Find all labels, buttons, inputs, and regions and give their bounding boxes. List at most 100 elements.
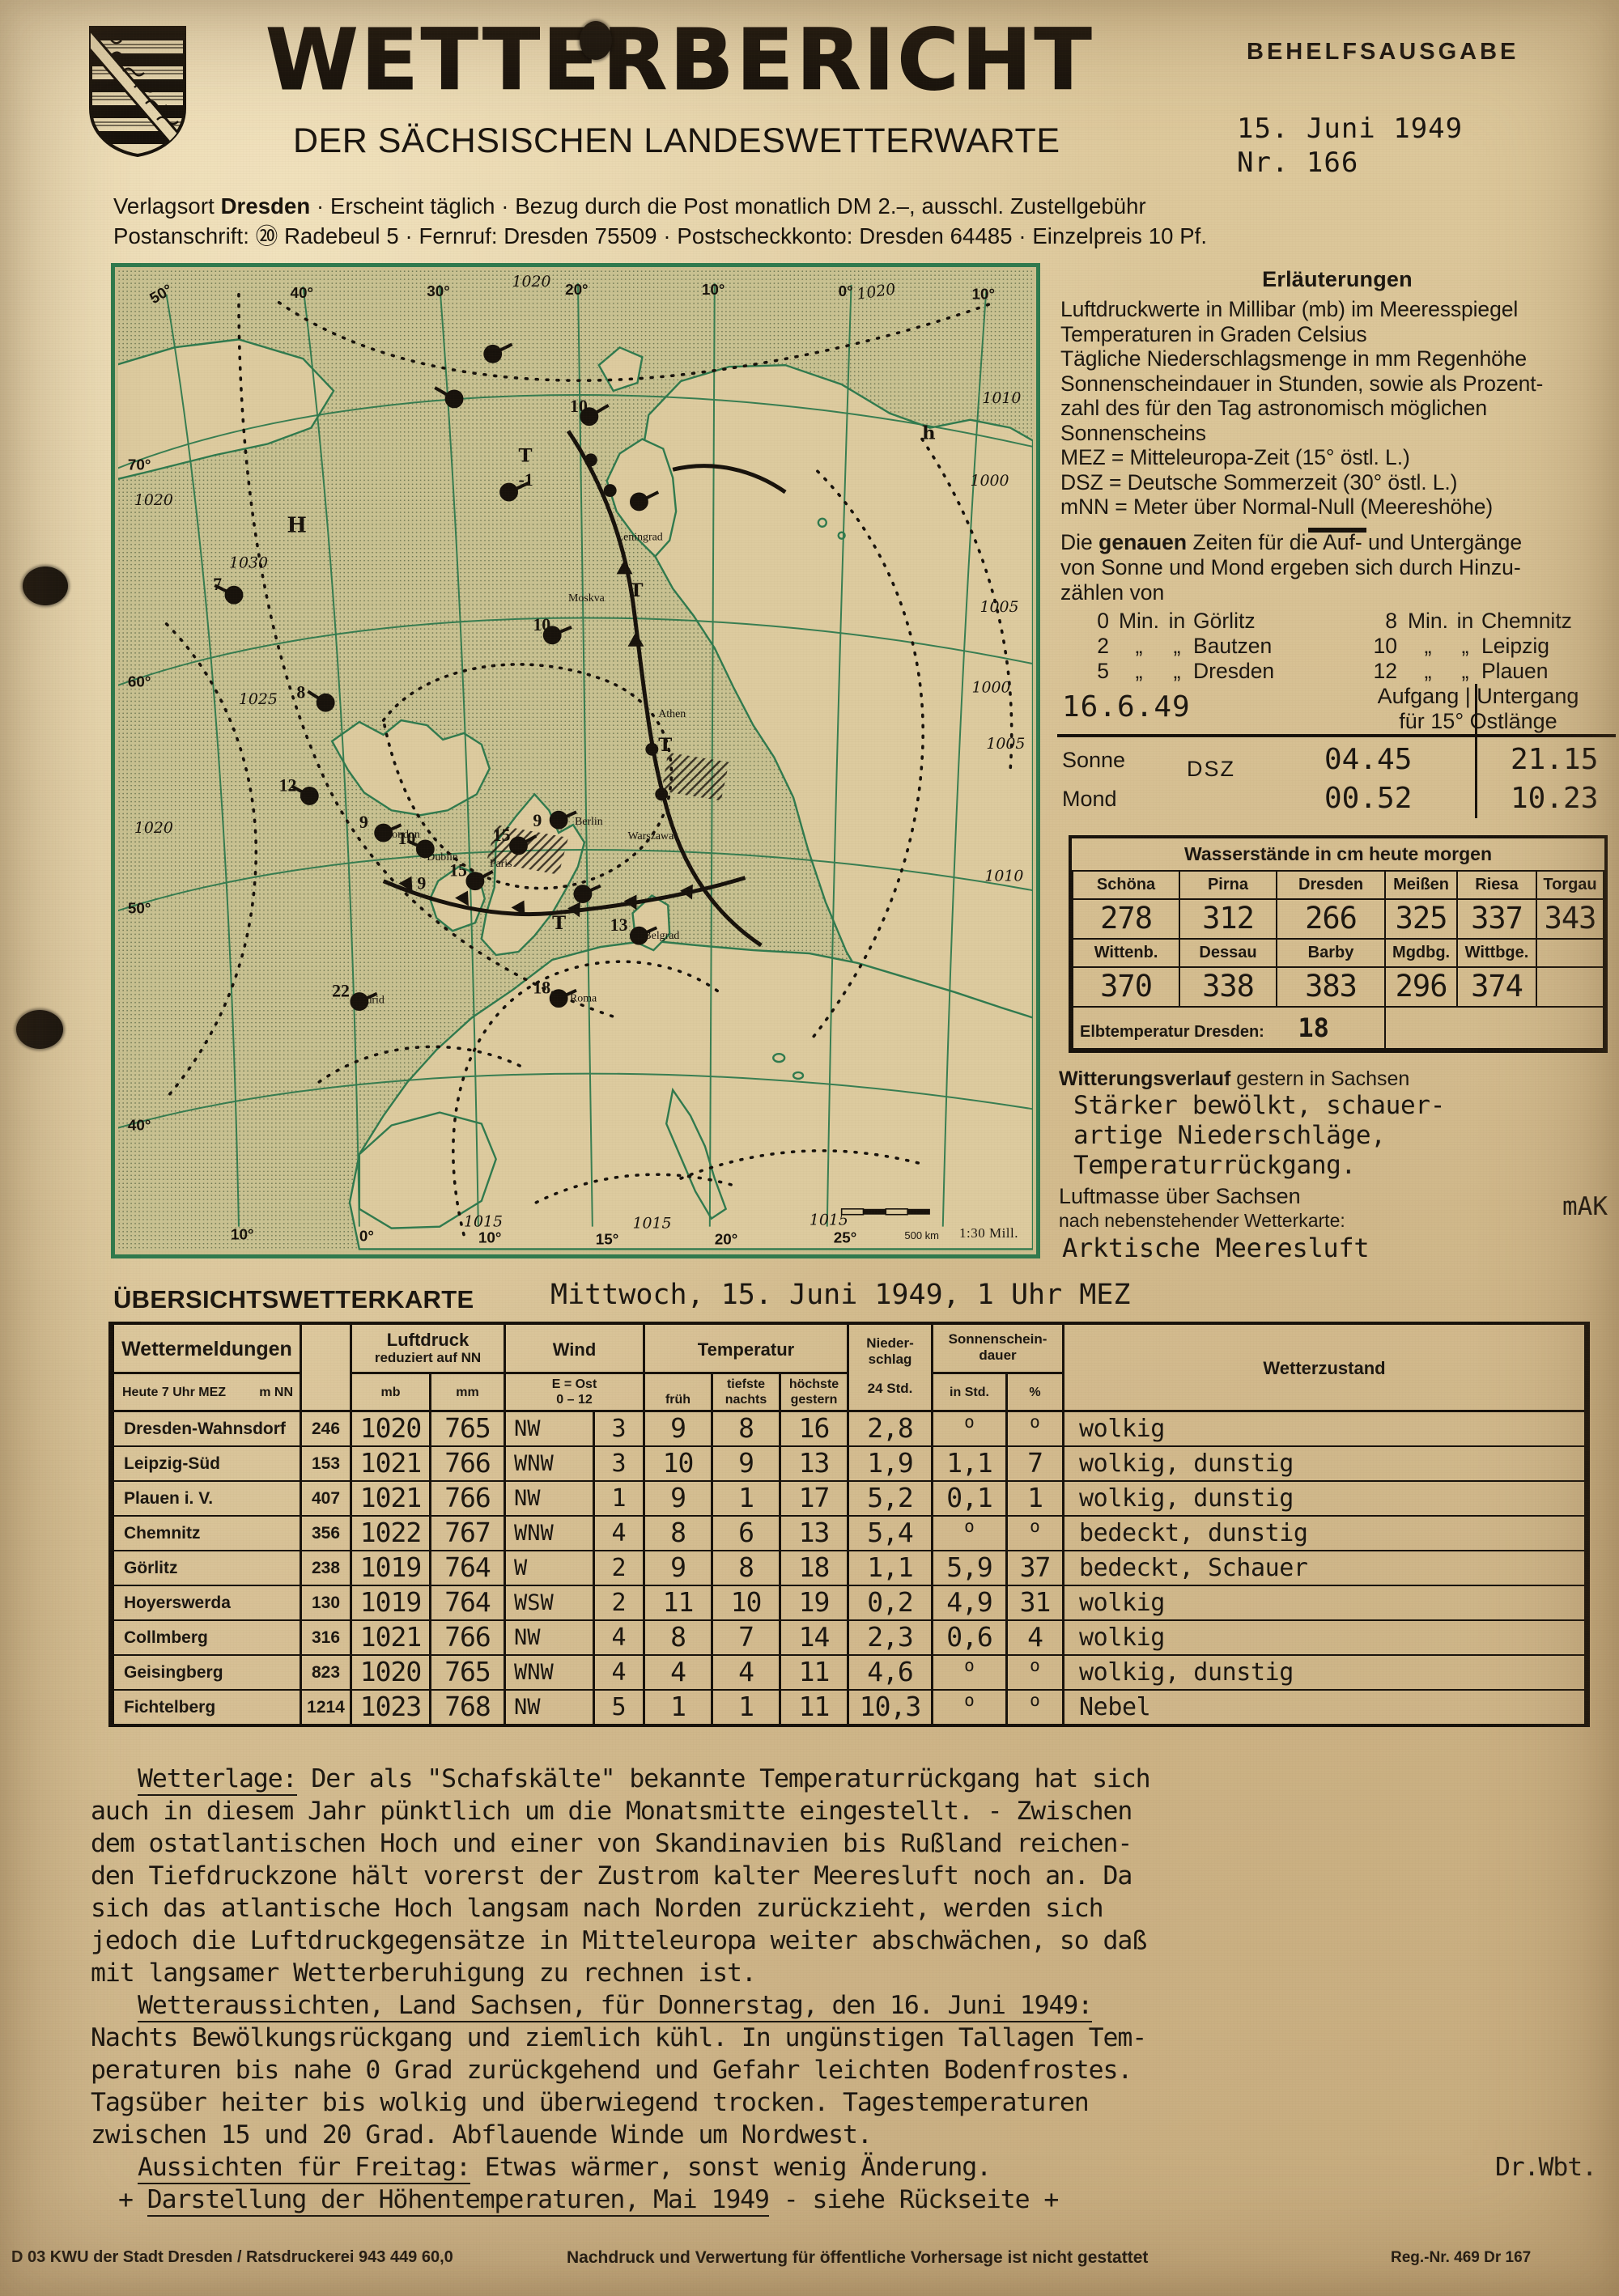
svg-text:10°: 10° xyxy=(231,1226,254,1243)
offset-unit-2: „ xyxy=(1424,634,1432,658)
station-altitude: 238 xyxy=(300,1550,352,1585)
table-row: Wittenb. Dessau Barby Mgdbg. Wittbge. xyxy=(1071,938,1604,968)
publisher-line-2: Postanschrift: ⑳ Radebeul 5 · Fernruf: D… xyxy=(113,223,1208,248)
pressure-mm: 767 xyxy=(429,1515,506,1551)
offset-city: Görlitz xyxy=(1193,609,1256,633)
temp-min: 8 xyxy=(711,1550,781,1585)
sunshine-percent: o xyxy=(1005,1410,1064,1446)
weather-state: wolkig xyxy=(1062,1585,1587,1620)
yesterday-weather-block: Witterungsverlauf gestern in Sachsen Stä… xyxy=(1059,1067,1619,1263)
weather-state: Nebel xyxy=(1062,1689,1587,1724)
temp-morning: 1 xyxy=(643,1689,713,1724)
weather-state: wolkig xyxy=(1062,1410,1587,1446)
svg-text:10°: 10° xyxy=(702,281,725,298)
header-pressure-sub: reduziert auf NN xyxy=(374,1350,482,1365)
temp-max: 17 xyxy=(779,1480,849,1516)
sunmoon-date: 16.6.49 xyxy=(1062,690,1191,724)
publisher-line-1: Verlagsort Dresden · Erscheint täglich ·… xyxy=(113,191,1514,221)
header-mnn: m NN xyxy=(259,1385,293,1399)
header-pressure: Luftdruck reduziert auf NN xyxy=(350,1325,506,1374)
weather-state: wolkig, dunstig xyxy=(1062,1654,1587,1690)
sunmoon-note-line-2: von Sonne und Mond ergeben sich durch Hi… xyxy=(1060,555,1521,579)
header-temp-max: höchste gestern xyxy=(779,1372,849,1412)
svg-text:-1: -1 xyxy=(518,470,533,490)
synoptic-weather-map: 1020 1000 1010 1005 1005 1010 1000 1020 … xyxy=(111,263,1040,1258)
airmass-name: Arktische Meeresluft xyxy=(1062,1233,1370,1263)
wetterlage-label: Wetterlage: xyxy=(138,1764,298,1796)
elbe-temp-blank xyxy=(1384,1006,1604,1050)
pressure-mm: 766 xyxy=(429,1480,506,1516)
weather-state: wolkig, dunstig xyxy=(1062,1480,1587,1516)
yesterday-text-line-2: artige Niederschläge, xyxy=(1073,1121,1386,1150)
page-subtitle: DER SÄCHSISCHEN LANDESWETTERWARTE xyxy=(293,121,1060,160)
sunshine-hours: 4,9 xyxy=(931,1585,1008,1620)
svg-text:T: T xyxy=(630,580,644,601)
temp-morning: 11 xyxy=(643,1585,713,1620)
table-row: Fichtelberg 1214 1023 768 NW 5 1 1 11 10… xyxy=(112,1689,1587,1724)
precipitation: 1,9 xyxy=(847,1445,933,1481)
pressure-mb: 1021 xyxy=(350,1445,431,1481)
precipitation: 10,3 xyxy=(847,1689,933,1724)
water-levels-table: Wasserstände in cm heute morgen Schöna P… xyxy=(1069,835,1608,1053)
weather-state: bedeckt, dunstig xyxy=(1062,1515,1587,1551)
svg-text:60°: 60° xyxy=(128,673,151,690)
offset-prep-2: „ xyxy=(1461,634,1469,658)
offset-prep-2: in xyxy=(1456,609,1474,633)
svg-text:1015: 1015 xyxy=(632,1215,671,1233)
svg-text:1000: 1000 xyxy=(972,678,1011,696)
sun-rise-value: 04.45 xyxy=(1324,743,1413,776)
backside-note-plus: + xyxy=(118,2185,147,2214)
svg-text:Berlin: Berlin xyxy=(575,816,603,828)
svg-text:10°: 10° xyxy=(972,286,996,303)
pressure-mm: 764 xyxy=(429,1585,506,1620)
wetteraussichten-heading: Wetteraussichten, Land Sachsen, für Donn… xyxy=(91,1989,1596,2022)
offset-minutes: 2 xyxy=(1097,634,1109,658)
masthead: WETTERBERICHT DER SÄCHSISCHEN LANDESWETT… xyxy=(0,0,1619,248)
sunshine-percent: 7 xyxy=(1005,1445,1064,1481)
station-name: Fichtelberg xyxy=(112,1689,302,1724)
punch-hole xyxy=(580,21,612,60)
svg-text:T: T xyxy=(518,445,532,466)
table-row: Leipzig-Süd 153 1021 766 WNW 3 10 9 13 1… xyxy=(112,1445,1587,1481)
gauge-value: 343 xyxy=(1536,898,1604,940)
gauge-value: 338 xyxy=(1179,966,1277,1008)
table-row: Wasserstände in cm heute morgen xyxy=(1073,838,1604,872)
svg-text:1000: 1000 xyxy=(971,472,1009,490)
svg-text:London: London xyxy=(385,829,420,841)
water-levels-title: Wasserstände in cm heute morgen xyxy=(1073,838,1604,872)
svg-text:15°: 15° xyxy=(596,1230,619,1247)
station-altitude: 316 xyxy=(300,1619,352,1655)
explanations-line-dsz: DSZ = Deutsche Sommerzeit (30° östl. L.) xyxy=(1060,469,1458,494)
temp-morning: 9 xyxy=(643,1480,713,1516)
station-name: Görlitz xyxy=(112,1550,302,1585)
sunmoon-note-line-3: zählen von xyxy=(1060,580,1165,605)
wind-force: 3 xyxy=(593,1410,645,1446)
sunshine-hours: 0,6 xyxy=(931,1619,1008,1655)
temp-morning: 8 xyxy=(643,1619,713,1655)
svg-text:22: 22 xyxy=(332,982,350,1001)
overview-map-heading: ÜBERSICHTSWETTERKARTE xyxy=(113,1285,474,1314)
temp-min: 1 xyxy=(711,1480,781,1516)
header-pressure-mb: mb xyxy=(350,1372,431,1412)
explanations-line-3: Tägliche Niederschlagsmenge in mm Regenh… xyxy=(1060,346,1528,371)
elbe-temp-value: 18 xyxy=(1298,1012,1329,1043)
header-temp-max-1: höchste xyxy=(788,1377,839,1391)
pressure-mm: 766 xyxy=(429,1445,506,1481)
sunshine-percent: o xyxy=(1005,1515,1064,1551)
svg-text:1010: 1010 xyxy=(982,389,1021,407)
table-row: 278 312 266 325 337 343 xyxy=(1071,898,1604,940)
svg-text:70°: 70° xyxy=(128,456,151,473)
sunmoon-note-line-1: Die genauen Zeiten für die Auf- und Unte… xyxy=(1060,530,1614,555)
temp-min: 4 xyxy=(711,1654,781,1690)
svg-text:1020: 1020 xyxy=(512,273,551,291)
yesterday-text-line-1: Stärker bewölkt, schauer- xyxy=(1073,1091,1446,1120)
header-station-sub: Heute 7 Uhr MEZ m NN xyxy=(112,1372,302,1412)
svg-text:1030: 1030 xyxy=(229,554,268,571)
table-row: 370 338 383 296 374 xyxy=(1071,966,1604,1008)
offset-minutes: 0 xyxy=(1097,609,1109,633)
svg-text:1020: 1020 xyxy=(134,819,173,837)
sunshine-percent: 4 xyxy=(1005,1619,1064,1655)
wind-direction: WNW xyxy=(504,1654,595,1690)
station-altitude: 407 xyxy=(300,1480,352,1516)
